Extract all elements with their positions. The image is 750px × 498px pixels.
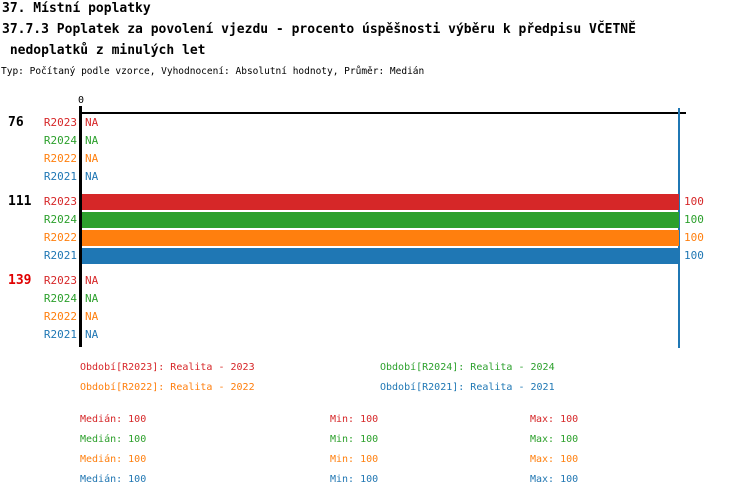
na-value-label: NA	[85, 152, 99, 165]
series-label: R2023	[43, 195, 77, 208]
na-value-label: NA	[85, 170, 99, 183]
chart-meta-line: Typ: Počítaný podle vzorce, Vyhodnocení:…	[1, 66, 425, 77]
na-value-label: NA	[85, 292, 99, 305]
x-axis-zero-tick-label: 0	[77, 95, 85, 106]
series-label: R2024	[43, 134, 77, 147]
series-label: R2022	[43, 310, 77, 323]
bar-value-label: 100	[684, 249, 704, 262]
chart-title-line2: nedoplatků z minulých let	[2, 43, 206, 58]
na-value-label: NA	[85, 310, 99, 323]
stat-min-R2023: Min: 100	[330, 414, 379, 425]
series-label: R2021	[43, 249, 77, 262]
stat-median-R2024: Medián: 100	[80, 434, 147, 445]
series-label: R2021	[43, 170, 77, 183]
chart-rows-area: 76 R2023 NA R2024 NA R2022 NA R2021 NA 111 R2023 10…	[0, 114, 750, 351]
chart-row: R2022 NA	[0, 308, 750, 326]
legend-item-R2022: Období[R2022]: Realita - 2022	[80, 382, 255, 393]
stat-min-R2021: Min: 100	[330, 474, 379, 485]
value-bar	[82, 212, 679, 228]
chart-group-111: 111 R2023 100 R2024 100 R2022 100 R2021 100	[0, 193, 750, 265]
chart-row: 111 R2023 100	[0, 193, 750, 211]
value-bar	[82, 248, 679, 264]
value-bar	[82, 194, 679, 210]
stat-median-R2023: Medián: 100	[80, 414, 147, 425]
bar-value-label: 100	[684, 195, 704, 208]
chart-row: R2021 NA	[0, 326, 750, 344]
x-axis-top-line	[79, 112, 686, 114]
legend-item-R2024: Období[R2024]: Realita - 2024	[380, 362, 555, 373]
bar-value-label: 100	[684, 213, 704, 226]
legend-item-R2021: Období[R2021]: Realita - 2021	[380, 382, 555, 393]
stat-max-R2023: Max: 100	[530, 414, 579, 425]
stat-median-R2021: Medián: 100	[80, 474, 147, 485]
group-label: 76	[8, 115, 24, 130]
na-value-label: NA	[85, 328, 99, 341]
chart-row: R2024 NA	[0, 132, 750, 150]
series-label: R2021	[43, 328, 77, 341]
reference-line-100	[678, 108, 680, 348]
chart-title-line1: 37.7.3 Poplatek za povolení vjezdu - pro…	[2, 22, 636, 37]
legend-item-R2023: Období[R2023]: Realita - 2023	[80, 362, 255, 373]
report-section-title: 37. Místní poplatky	[2, 1, 151, 16]
chart-group-139: 139 R2023 NA R2024 NA R2022 NA R2021 NA	[0, 272, 750, 344]
group-label: 139	[8, 273, 32, 288]
series-label: R2023	[43, 116, 77, 129]
chart-row: R2021 100	[0, 247, 750, 265]
chart-row: R2024 100	[0, 211, 750, 229]
stat-max-R2021: Max: 100	[530, 474, 579, 485]
chart-row: R2024 NA	[0, 290, 750, 308]
stat-median-R2022: Medián: 100	[80, 454, 147, 465]
na-value-label: NA	[85, 116, 99, 129]
chart-row: R2021 NA	[0, 168, 750, 186]
chart-row: 76 R2023 NA	[0, 114, 750, 132]
stat-min-R2024: Min: 100	[330, 434, 379, 445]
series-label: R2022	[43, 231, 77, 244]
group-label: 111	[8, 194, 32, 209]
stat-max-R2024: Max: 100	[530, 434, 579, 445]
chart-row: R2022 NA	[0, 150, 750, 168]
stat-max-R2022: Max: 100	[530, 454, 579, 465]
chart-row: R2022 100	[0, 229, 750, 247]
series-label: R2023	[43, 274, 77, 287]
bar-value-label: 100	[684, 231, 704, 244]
series-label: R2024	[43, 213, 77, 226]
series-label: R2022	[43, 152, 77, 165]
stat-min-R2022: Min: 100	[330, 454, 379, 465]
value-bar	[82, 230, 679, 246]
na-value-label: NA	[85, 274, 99, 287]
na-value-label: NA	[85, 134, 99, 147]
chart-group-76: 76 R2023 NA R2024 NA R2022 NA R2021 NA	[0, 114, 750, 186]
y-axis-line	[79, 106, 82, 347]
chart-row: 139 R2023 NA	[0, 272, 750, 290]
series-label: R2024	[43, 292, 77, 305]
